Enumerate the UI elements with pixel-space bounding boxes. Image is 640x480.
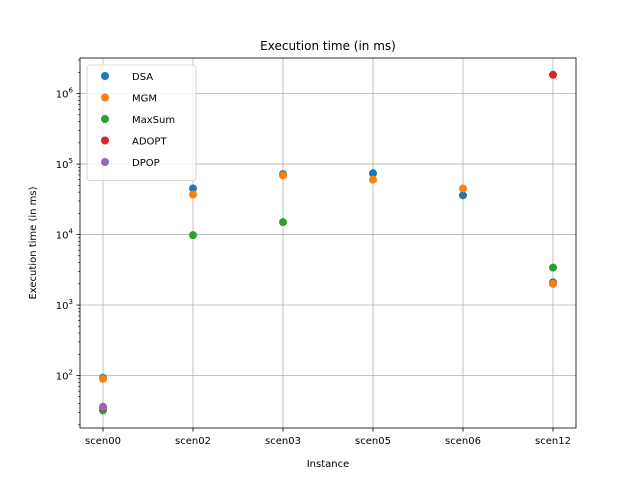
y-tick-label: 105 [56, 157, 73, 171]
x-tick-label: scen06 [445, 436, 481, 447]
legend-label: MGM [132, 94, 157, 105]
data-point-dsa [189, 184, 197, 193]
data-point-mgm [279, 171, 287, 180]
legend-marker [101, 136, 109, 145]
x-tick-label: scen12 [535, 436, 571, 447]
legend-label: ADOPT [132, 137, 167, 148]
legend-marker [101, 93, 109, 102]
data-point-dsa [369, 169, 377, 178]
legend: DSA MGM MaxSum ADOPT DPOP [86, 64, 197, 181]
y-tick-label: 102 [56, 369, 73, 383]
legend-marker [101, 72, 109, 80]
legend-label: DSA [132, 72, 153, 83]
data-point-mgm [189, 190, 197, 199]
data-points [99, 70, 557, 415]
data-point-maxsum [549, 263, 557, 272]
x-tick-label: scen03 [265, 436, 301, 447]
data-point-mgm [99, 374, 107, 383]
chart-title: Execution time (in ms) [260, 39, 396, 53]
data-point-dsa [459, 191, 467, 200]
legend-frame [86, 64, 197, 181]
data-point-mgm [459, 184, 467, 193]
x-tick-label: scen05 [355, 436, 391, 447]
data-point-dpop [99, 402, 107, 411]
y-tick-label: 103 [56, 298, 73, 312]
x-tick-label: scen02 [175, 436, 211, 447]
legend-marker [101, 158, 109, 166]
y-axis-label: Execution time (in ms) [28, 186, 39, 299]
data-point-maxsum [279, 218, 287, 227]
legend-label: MaxSum [132, 115, 175, 126]
y-tick-label: 104 [56, 228, 74, 242]
data-point-mgm [369, 175, 377, 184]
y-tick-label: 106 [56, 87, 74, 101]
data-point-maxsum [189, 231, 197, 240]
data-point-mgm [549, 279, 557, 288]
data-point-adopt [549, 70, 557, 79]
x-tick-label: scen00 [85, 436, 121, 447]
legend-marker [101, 115, 109, 123]
legend-label: DPOP [132, 158, 160, 169]
plot-frame [79, 57, 577, 429]
x-axis-label: Instance [307, 459, 350, 470]
